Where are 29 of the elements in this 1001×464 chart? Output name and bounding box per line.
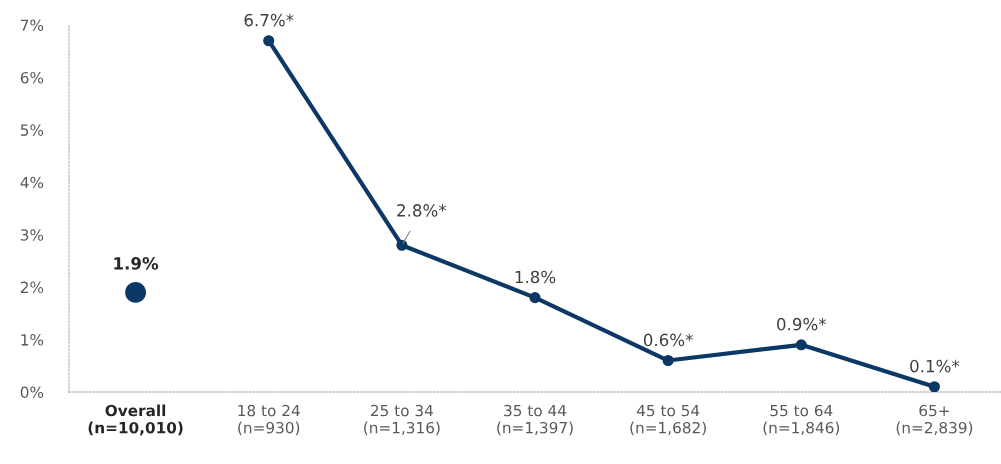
point <box>396 239 408 251</box>
y-tick-label: 3% <box>20 229 44 241</box>
data-label: 0.9%* <box>777 317 827 331</box>
x-tick-label: Overall (n=10,010) <box>88 404 183 436</box>
data-label: 6.7%* <box>244 13 294 27</box>
x-tick-label: 55 to 64 (n=1,846) <box>763 404 840 436</box>
point <box>529 292 541 304</box>
point <box>795 339 807 351</box>
data-label: 1.9% <box>114 257 159 270</box>
data-label: 0.6%* <box>643 333 693 347</box>
data-label: 1.8% <box>515 270 556 284</box>
x-tick-label: 25 to 34 (n=1,316) <box>364 404 440 436</box>
data-label: 0.1%* <box>910 359 960 373</box>
y-tick-label: 7% <box>21 19 44 32</box>
point <box>125 281 146 303</box>
y-tick-label: 2% <box>20 281 44 294</box>
data-label: 2.8%* <box>397 204 447 217</box>
point <box>662 354 674 367</box>
x-tick-label: 18 to 24 (n=930) <box>238 404 300 436</box>
y-tick-label: 6% <box>20 71 44 84</box>
x-tick-label: 65+ (n=2,839) <box>896 404 973 436</box>
y-tick-label: 0% <box>20 386 44 399</box>
x-tick-label: 35 to 44 (n=1,397) <box>497 404 573 436</box>
y-tick-label: 5% <box>20 124 44 136</box>
y-tick-label: 4% <box>20 176 44 189</box>
point <box>928 381 940 392</box>
x-tick-label: 45 to 54 (n=1,682) <box>630 404 706 436</box>
point <box>263 35 275 47</box>
y-tick-label: 1% <box>21 334 44 346</box>
